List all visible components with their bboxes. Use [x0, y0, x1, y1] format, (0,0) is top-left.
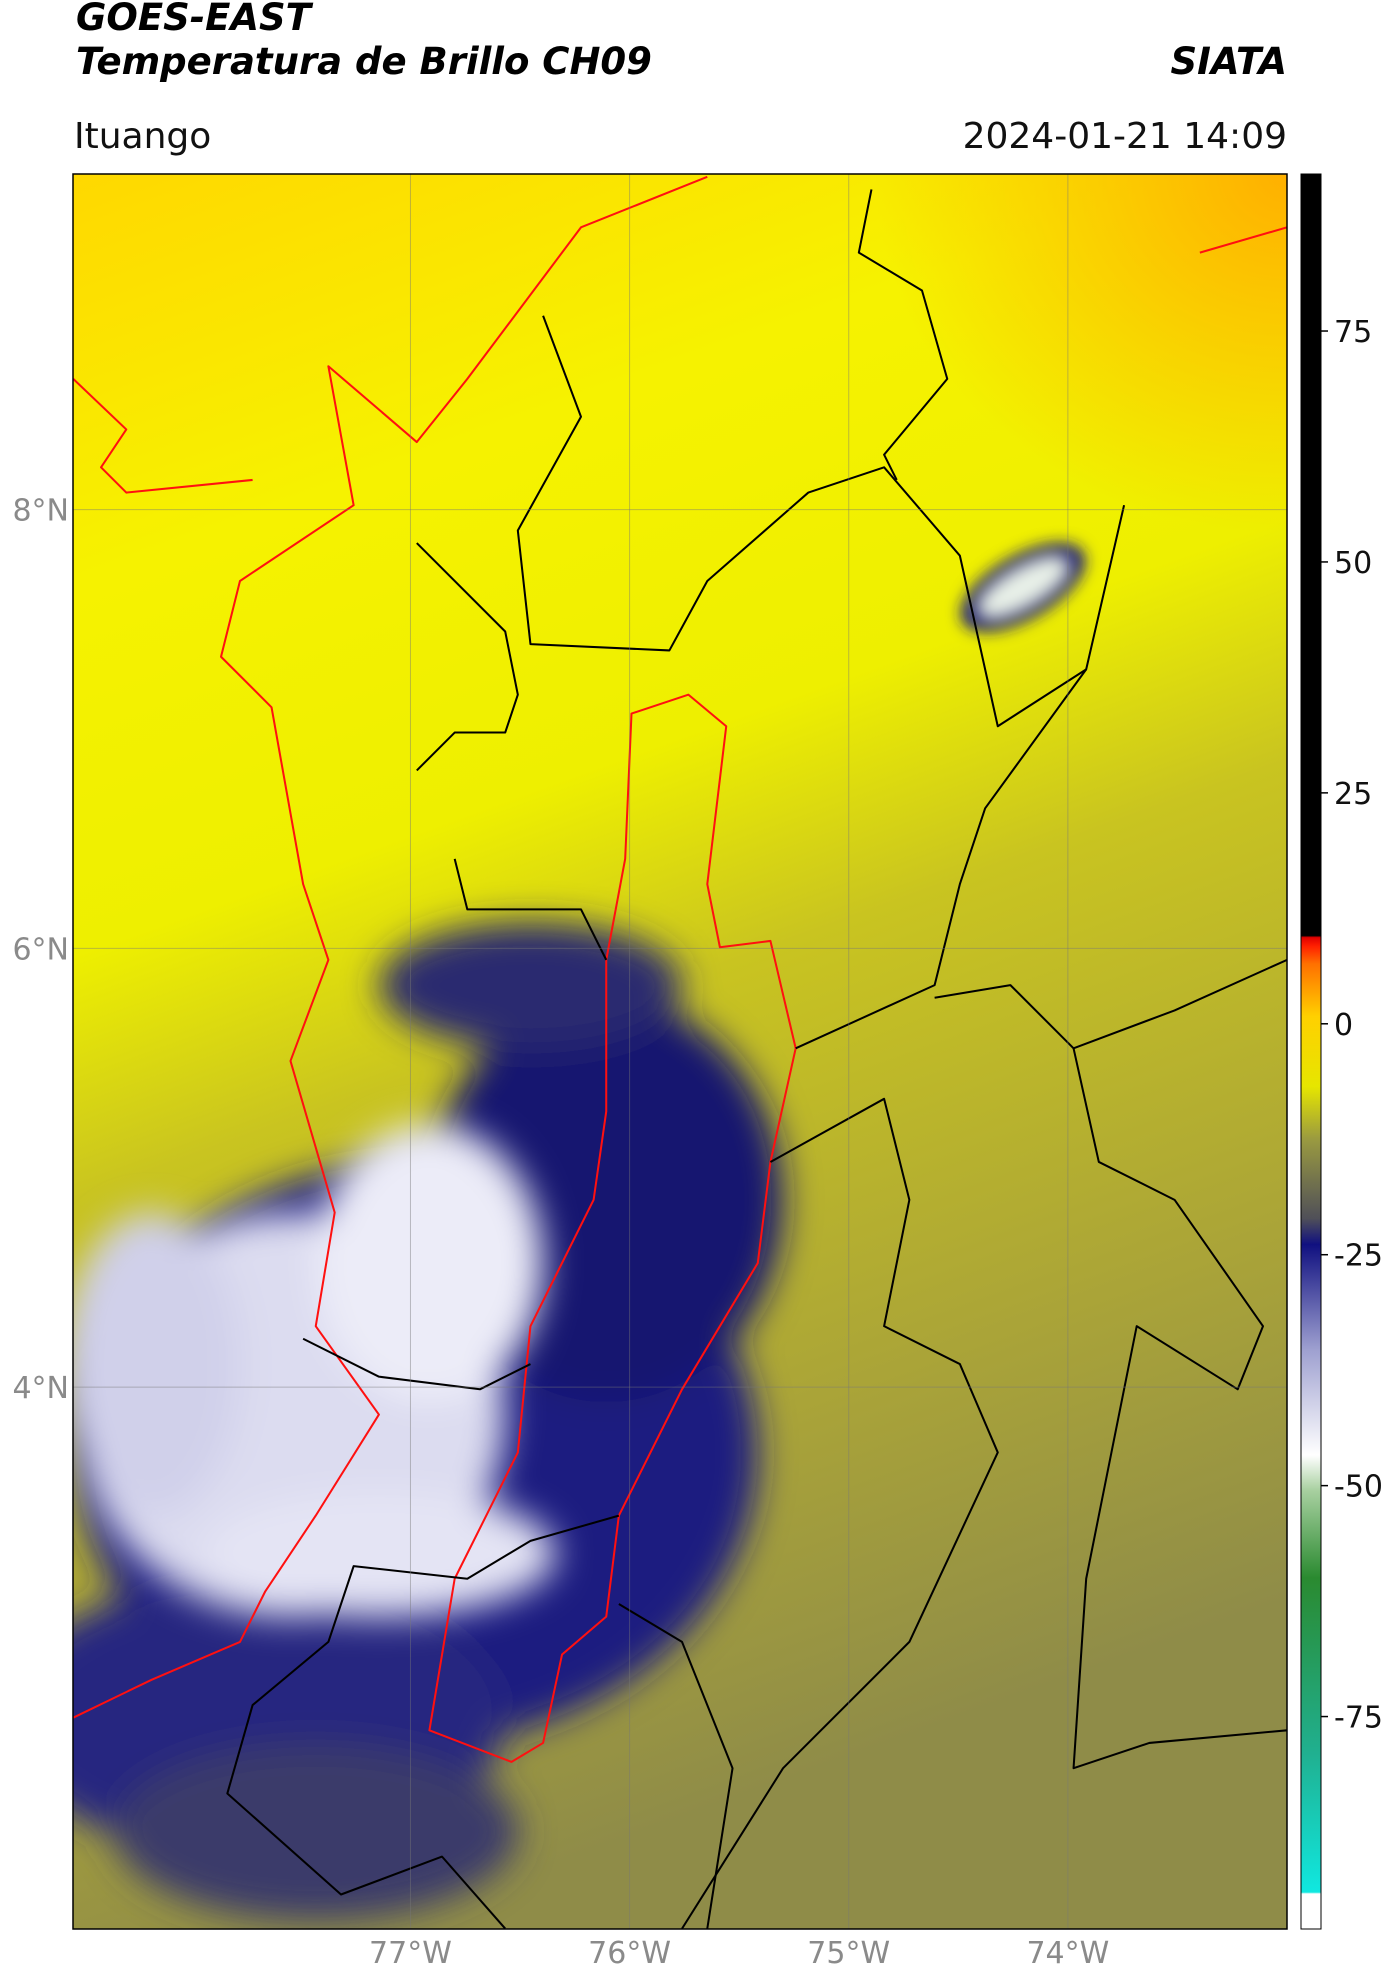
map-frame: [72, 173, 1288, 1930]
region: Ituango: [74, 116, 211, 157]
admin-border: [516, 315, 1126, 728]
admin-border: [618, 1603, 734, 1929]
coastline: [1199, 226, 1287, 254]
lon-label: 76°W: [588, 1936, 671, 1971]
datetime: 2024-01-21 14:09: [963, 116, 1287, 157]
admin-border: [681, 1097, 999, 1929]
source: SIATA: [1170, 40, 1287, 83]
coastline: [73, 378, 253, 494]
graticule: [73, 174, 1287, 1929]
lon-label: 77°W: [369, 1936, 452, 1971]
lat-label: 6°N: [12, 932, 69, 967]
antioquia-border: [428, 693, 797, 1763]
satellite: GOES-EAST: [76, 0, 314, 39]
colorbar-tick-label: -25: [1334, 1239, 1383, 1274]
colorbar-tick-label: -50: [1334, 1470, 1383, 1505]
lat-label: 8°N: [12, 494, 69, 529]
admin-border: [1072, 1048, 1287, 1770]
admin-border: [416, 542, 519, 772]
lon-label: 75°W: [807, 1936, 890, 1971]
colorbar-tick-label: 50: [1334, 546, 1372, 581]
admin-border: [857, 189, 949, 481]
product: Temperatura de Brillo CH09: [76, 40, 652, 83]
map-imagery: [73, 174, 1287, 1929]
colorbar-tick-label: 75: [1334, 315, 1372, 350]
admin-border: [226, 1514, 620, 1929]
admin-border: [453, 858, 608, 961]
lat-label: 4°N: [12, 1371, 69, 1406]
admin-border: [795, 668, 1087, 1050]
colorbar-tick-label: -75: [1334, 1701, 1383, 1736]
lon-label: 74°W: [1026, 1936, 1109, 1971]
coastline: [73, 175, 708, 1719]
colorbar-tick-label: 0: [1334, 1008, 1353, 1043]
colorbar: [1300, 173, 1322, 1930]
colorbar-tick-label: 25: [1334, 777, 1372, 812]
admin-border: [302, 1337, 531, 1391]
